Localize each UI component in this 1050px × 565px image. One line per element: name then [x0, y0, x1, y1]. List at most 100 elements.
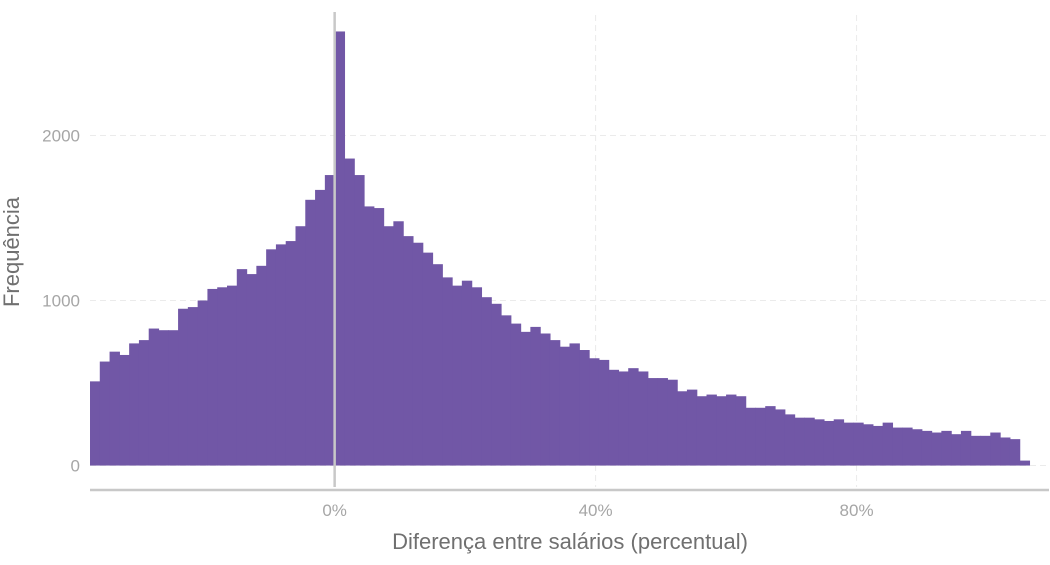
histogram-bar	[266, 249, 277, 466]
histogram-bar	[285, 241, 297, 466]
histogram-bar	[315, 189, 326, 466]
histogram-bar	[775, 409, 786, 466]
histogram-bar	[735, 396, 747, 466]
x-tick-label: 0%	[322, 501, 347, 520]
histogram-bar	[520, 331, 531, 466]
histogram-bar	[432, 264, 443, 466]
histogram-bar	[197, 300, 209, 466]
histogram-bar	[227, 285, 238, 466]
histogram-bar	[549, 340, 561, 466]
histogram-bar	[608, 369, 620, 466]
x-tick-label: 80%	[840, 501, 874, 520]
histogram-bar	[951, 434, 962, 466]
histogram-bar	[236, 269, 248, 466]
histogram-bar	[794, 417, 805, 466]
x-tick-label: 40%	[579, 501, 613, 520]
histogram-bar	[295, 226, 306, 466]
histogram-bar	[755, 407, 766, 466]
histogram-bar	[501, 315, 512, 466]
y-tick-label: 0	[71, 457, 80, 476]
histogram-bar	[872, 425, 884, 466]
y-tick-label: 2000	[42, 126, 80, 145]
histogram-bar	[217, 287, 228, 466]
histogram-bar	[647, 378, 659, 466]
histogram-bar	[119, 354, 130, 466]
histogram-bar	[696, 396, 708, 466]
histogram-bar	[686, 389, 698, 466]
x-axis-title: Diferença entre salários (percentual)	[392, 529, 748, 554]
histogram-bar	[187, 307, 199, 466]
tick-labels: 0 1000 2000 0% 40% 80%	[42, 126, 873, 520]
histogram-bar	[530, 326, 541, 466]
histogram-bar	[823, 420, 835, 466]
histogram-bar	[491, 303, 502, 466]
histogram-bar	[931, 432, 942, 466]
histogram-bar	[912, 429, 923, 466]
histogram-bar	[765, 406, 776, 466]
histogram-bar	[334, 31, 346, 466]
histogram-bar	[129, 343, 140, 466]
histogram-bar	[1009, 439, 1021, 466]
histogram-bar	[403, 236, 414, 466]
histogram-bar	[383, 226, 394, 466]
histogram-bar	[510, 323, 522, 466]
y-axis-title: Frequência	[0, 196, 24, 307]
histogram-bar	[1019, 460, 1031, 466]
histogram-bar	[305, 199, 316, 466]
histogram-bar	[745, 407, 757, 466]
histogram-bar	[716, 396, 727, 466]
histogram-bar	[540, 333, 551, 466]
histogram-bar	[559, 346, 571, 466]
histogram-bar	[960, 430, 972, 466]
histogram-bar	[980, 435, 991, 466]
histogram-bar	[833, 419, 845, 466]
histogram-bar	[569, 343, 580, 466]
histogram-bar	[442, 277, 453, 466]
histogram-bar	[941, 430, 952, 466]
histogram-bar	[324, 175, 336, 466]
histogram-bar	[677, 391, 688, 466]
histogram-bar	[393, 221, 404, 466]
axes	[90, 12, 1049, 492]
histogram-bar	[970, 435, 982, 466]
histogram-bar	[667, 379, 678, 466]
histogram-bar	[784, 414, 796, 466]
histogram-bar	[657, 378, 668, 466]
histogram-bar	[168, 330, 179, 466]
histogram-bar	[814, 419, 825, 466]
histogram-bar	[354, 175, 365, 466]
histogram-bar	[412, 242, 424, 466]
histogram-bar	[628, 368, 639, 466]
histogram-bar	[344, 158, 355, 466]
histogram-bar	[471, 287, 483, 466]
histogram-bar	[422, 252, 434, 466]
histogram-bar	[863, 424, 874, 466]
histogram-bar	[706, 394, 717, 466]
histogram-bar	[804, 417, 815, 466]
histogram-bar	[178, 308, 189, 466]
histogram-bar	[589, 358, 600, 466]
histogram-bar	[148, 328, 160, 466]
histogram-bar	[138, 340, 150, 466]
histogram-bar	[452, 285, 463, 466]
histogram-bar	[246, 274, 257, 466]
histogram-bar	[461, 280, 473, 466]
histogram-bar	[207, 288, 218, 466]
histogram-bars	[90, 31, 1031, 466]
histogram-bar	[892, 427, 903, 466]
histogram-bar	[853, 422, 864, 466]
histogram-bar	[275, 244, 287, 466]
histogram-bar	[1000, 437, 1011, 466]
histogram-bar	[99, 361, 111, 466]
histogram-bar	[579, 350, 590, 466]
histogram-bar	[990, 432, 1001, 466]
histogram-bar	[902, 427, 913, 466]
histogram-bar	[373, 208, 385, 466]
histogram-bar	[921, 430, 933, 466]
histogram-bar	[638, 371, 649, 466]
histogram-bar	[364, 206, 375, 466]
histogram-bar	[598, 359, 610, 466]
histogram-bar	[843, 422, 854, 466]
histogram-bar	[256, 265, 267, 466]
